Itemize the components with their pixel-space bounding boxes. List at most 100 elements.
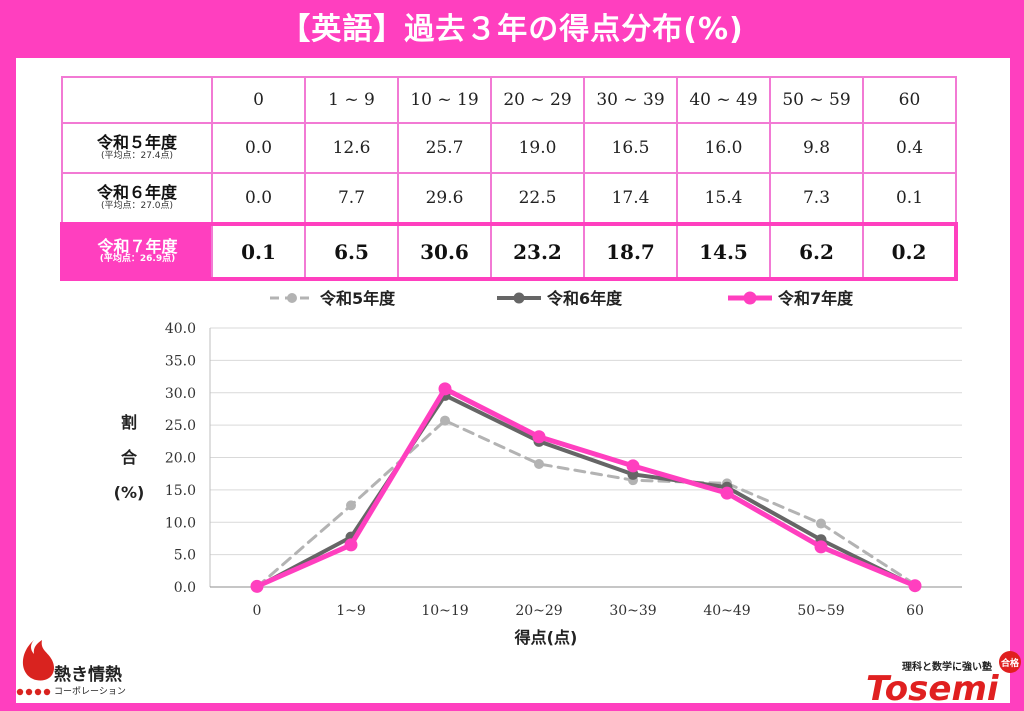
data-point [816, 518, 826, 529]
flame-icon [22, 640, 55, 681]
data-point [720, 486, 734, 500]
x-tick-label: 50~59 [797, 603, 844, 619]
table-cell: 0.2 [862, 222, 958, 281]
table-cell: 16.5 [583, 122, 678, 174]
badge-text: 合格 [1001, 657, 1020, 669]
y-tick-label: 40.0 [165, 321, 196, 337]
y-axis-title: 合 [121, 448, 138, 467]
table-header-row: 0 1 ~ 9 10 ~ 19 20 ~ 29 30 ~ 39 40 ~ 49 … [61, 76, 957, 124]
data-point [440, 415, 450, 426]
table-cell: 30.6 [397, 222, 492, 281]
table-row-highlighted: 令和７年度 (平均点：26.9点) 0.1 6.5 30.6 23.2 18.7… [60, 222, 958, 281]
y-tick-label: 20.0 [165, 451, 196, 467]
column-header: 60 [862, 76, 957, 124]
x-tick-label: 1~9 [336, 603, 366, 619]
table-cell: 23.2 [490, 222, 585, 281]
data-point [250, 579, 264, 593]
column-header: 30 ~ 39 [583, 76, 678, 124]
y-tick-label: 15.0 [165, 483, 196, 499]
data-point [534, 458, 544, 469]
table-cell: 29.6 [397, 172, 492, 225]
table-cell: 7.7 [304, 172, 399, 225]
legend-label: 令和6年度 [546, 289, 623, 308]
legend-label: 令和7年度 [777, 289, 854, 308]
y-tick-label: 25.0 [165, 418, 196, 434]
row-average: (平均点：26.9点) [99, 254, 176, 265]
column-header: 50 ~ 59 [769, 76, 864, 124]
data-point [626, 459, 640, 473]
y-tick-label: 5.0 [174, 548, 196, 564]
x-axis-title: 得点(点) [514, 628, 578, 647]
table-cell: 25.7 [397, 122, 492, 174]
column-header: 20 ~ 29 [490, 76, 585, 124]
column-header: 1 ~ 9 [304, 76, 399, 124]
x-tick-label: 20~29 [515, 603, 562, 619]
logo-sub-text: コーポレーション [54, 686, 126, 697]
table-corner-cell [61, 76, 213, 124]
row-label: 令和７年度 [97, 236, 178, 256]
table-cell: 16.0 [676, 122, 771, 174]
x-tick-label: 30~39 [609, 603, 656, 619]
column-header: 0 [211, 76, 306, 124]
table-cell: 7.3 [769, 172, 864, 225]
content-panel: 0 1 ~ 9 10 ~ 19 20 ~ 29 30 ~ 39 40 ~ 49 … [16, 58, 1010, 703]
logo-main-text: 熱き情熱 [54, 664, 122, 685]
table-cell: 22.5 [490, 172, 585, 225]
x-tick-label: 10~19 [421, 603, 468, 619]
table-cell: 14.5 [676, 222, 771, 281]
column-header: 10 ~ 19 [397, 76, 492, 124]
table-cell: 18.7 [583, 222, 678, 281]
legend-marker [743, 291, 757, 305]
data-point [438, 382, 452, 396]
table-cell: 6.5 [304, 222, 399, 281]
series-line [255, 393, 917, 589]
brand-logo: 理科と数学に強い塾 合格 Tosemi [852, 590, 1022, 709]
data-point [344, 538, 358, 552]
table-cell: 12.6 [304, 122, 399, 174]
row-average: (平均点：27.4点) [100, 150, 174, 161]
y-axis-title: 割 [121, 413, 137, 432]
table-cell: 0.0 [211, 122, 306, 174]
table-cell: 0.4 [862, 122, 957, 174]
logo-dot [16, 688, 24, 696]
company-logo: 熱き情熱 コーポレーション [6, 588, 136, 702]
table-cell: 19.0 [490, 122, 585, 174]
row-average: (平均点：27.0点) [100, 200, 174, 211]
y-axis-title: (%) [114, 483, 145, 502]
score-distribution-table: 0 1 ~ 9 10 ~ 19 20 ~ 29 30 ~ 39 40 ~ 49 … [60, 76, 958, 281]
table-row: 令和５年度 (平均点：27.4点) 0.0 12.6 25.7 19.0 16.… [61, 122, 957, 174]
data-point [814, 540, 828, 554]
brand-tagline: 理科と数学に強い塾 [902, 660, 992, 673]
data-point [532, 430, 546, 444]
y-tick-label: 10.0 [165, 515, 196, 531]
table-cell: 0.1 [211, 222, 306, 281]
brand-name: Tosemi [866, 669, 1000, 709]
series-line [255, 419, 917, 589]
table-cell: 6.2 [769, 222, 864, 281]
y-tick-label: 30.0 [165, 386, 196, 402]
row-header: 令和５年度 (平均点：27.4点) [61, 122, 213, 174]
series-line [254, 386, 918, 589]
legend-marker [287, 293, 297, 303]
x-tick-label: 0 [253, 603, 262, 619]
badge-icon [999, 651, 1021, 673]
table-cell: 17.4 [583, 172, 678, 225]
row-label: 令和６年度 [96, 183, 177, 203]
y-tick-label: 0.0 [174, 580, 196, 596]
data-point [346, 500, 356, 511]
logo-dot [34, 688, 42, 696]
row-header: 令和７年度 (平均点：26.9点) [60, 222, 213, 281]
y-tick-label: 35.0 [165, 353, 196, 369]
page-title: 【英語】過去３年の得点分布(%) [280, 12, 744, 47]
table-cell: 9.8 [769, 122, 864, 174]
x-tick-label: 40~49 [703, 603, 750, 619]
legend-marker [513, 292, 525, 304]
logo-dot [25, 688, 33, 696]
legend-label: 令和5年度 [319, 289, 396, 308]
table-cell: 15.4 [676, 172, 771, 225]
logo-dot [43, 688, 51, 696]
row-label: 令和５年度 [96, 133, 177, 153]
data-point [908, 579, 922, 593]
row-header: 令和６年度 (平均点：27.0点) [61, 172, 213, 225]
